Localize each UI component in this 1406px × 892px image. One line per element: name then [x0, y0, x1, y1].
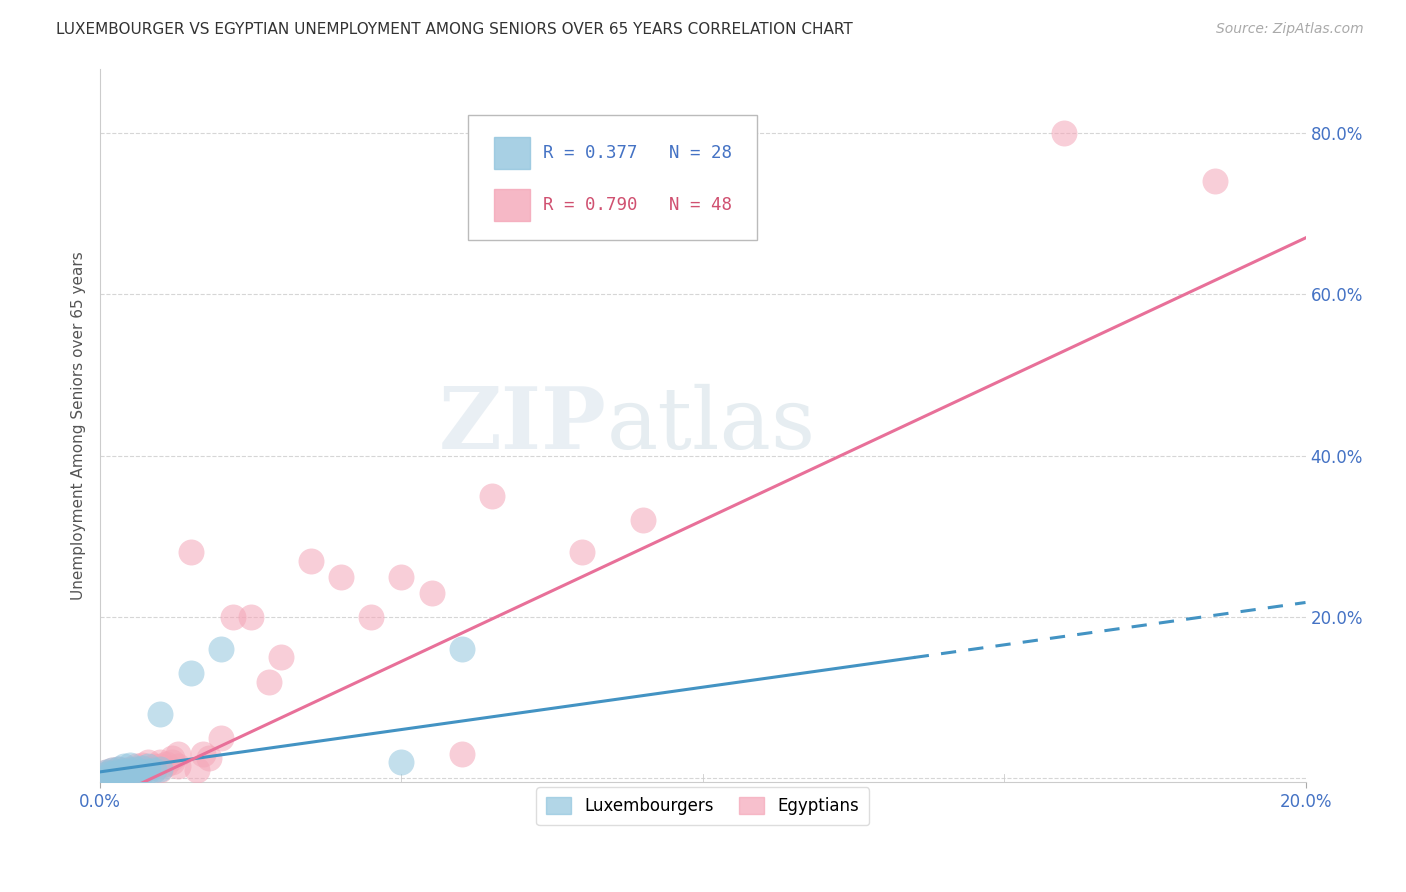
Point	[112, 767, 135, 781]
Point	[101, 766, 124, 780]
Point	[270, 650, 292, 665]
Point	[107, 768, 129, 782]
Point	[155, 756, 177, 771]
Point	[450, 642, 472, 657]
Point	[360, 610, 382, 624]
Point	[149, 764, 172, 778]
Point	[138, 755, 160, 769]
FancyBboxPatch shape	[468, 115, 756, 240]
Point	[222, 610, 245, 624]
Point	[391, 569, 413, 583]
Point	[125, 764, 148, 779]
Point	[167, 747, 190, 761]
Bar	[495, 136, 530, 169]
Point	[257, 674, 280, 689]
Point	[138, 764, 160, 778]
Point	[138, 762, 160, 776]
Point	[96, 764, 118, 779]
Point	[107, 762, 129, 776]
Point	[149, 762, 172, 776]
Point	[143, 764, 166, 778]
Point	[107, 762, 129, 776]
Point	[101, 764, 124, 778]
Point	[209, 731, 232, 745]
Point	[120, 758, 142, 772]
Point	[149, 759, 172, 773]
Point	[162, 755, 184, 769]
Text: Source: ZipAtlas.com: Source: ZipAtlas.com	[1216, 22, 1364, 37]
Point	[112, 759, 135, 773]
Point	[101, 769, 124, 783]
Point	[120, 766, 142, 780]
Point	[120, 764, 142, 778]
Point	[571, 545, 593, 559]
Point	[209, 642, 232, 657]
Point	[131, 764, 153, 778]
Point	[450, 747, 472, 761]
Point	[107, 765, 129, 780]
Point	[96, 764, 118, 779]
Point	[131, 761, 153, 775]
Point	[162, 751, 184, 765]
Point	[107, 768, 129, 782]
Point	[120, 766, 142, 780]
Point	[1204, 174, 1226, 188]
Point	[631, 513, 654, 527]
Text: ZIP: ZIP	[439, 384, 606, 467]
Point	[112, 767, 135, 781]
Point	[186, 764, 208, 778]
Point	[131, 758, 153, 772]
Point	[197, 751, 219, 765]
Point	[138, 759, 160, 773]
Point	[149, 755, 172, 769]
Point	[299, 553, 322, 567]
Text: LUXEMBOURGER VS EGYPTIAN UNEMPLOYMENT AMONG SENIORS OVER 65 YEARS CORRELATION CH: LUXEMBOURGER VS EGYPTIAN UNEMPLOYMENT AM…	[56, 22, 853, 37]
Point	[125, 765, 148, 780]
Point	[481, 489, 503, 503]
Point	[149, 706, 172, 721]
Text: R = 0.377   N = 28: R = 0.377 N = 28	[543, 144, 731, 162]
Text: R = 0.790   N = 48: R = 0.790 N = 48	[543, 196, 731, 214]
Point	[101, 766, 124, 780]
Text: atlas: atlas	[606, 384, 815, 467]
Point	[180, 666, 202, 681]
Point	[96, 767, 118, 781]
Point	[1053, 126, 1076, 140]
Point	[112, 764, 135, 778]
Point	[96, 767, 118, 781]
Point	[107, 764, 129, 779]
Point	[101, 769, 124, 783]
Point	[125, 762, 148, 776]
Point	[391, 755, 413, 769]
Point	[420, 586, 443, 600]
Point	[143, 759, 166, 773]
Point	[120, 762, 142, 776]
Point	[125, 759, 148, 773]
Y-axis label: Unemployment Among Seniors over 65 years: Unemployment Among Seniors over 65 years	[72, 251, 86, 599]
Point	[191, 747, 214, 761]
Point	[180, 545, 202, 559]
Point	[112, 764, 135, 778]
Point	[96, 770, 118, 784]
Point	[239, 610, 262, 624]
Point	[167, 759, 190, 773]
Point	[330, 569, 353, 583]
Point	[131, 764, 153, 779]
Point	[96, 770, 118, 784]
Legend: Luxembourgers, Egyptians: Luxembourgers, Egyptians	[536, 788, 869, 825]
Point	[101, 764, 124, 778]
Bar	[495, 188, 530, 220]
